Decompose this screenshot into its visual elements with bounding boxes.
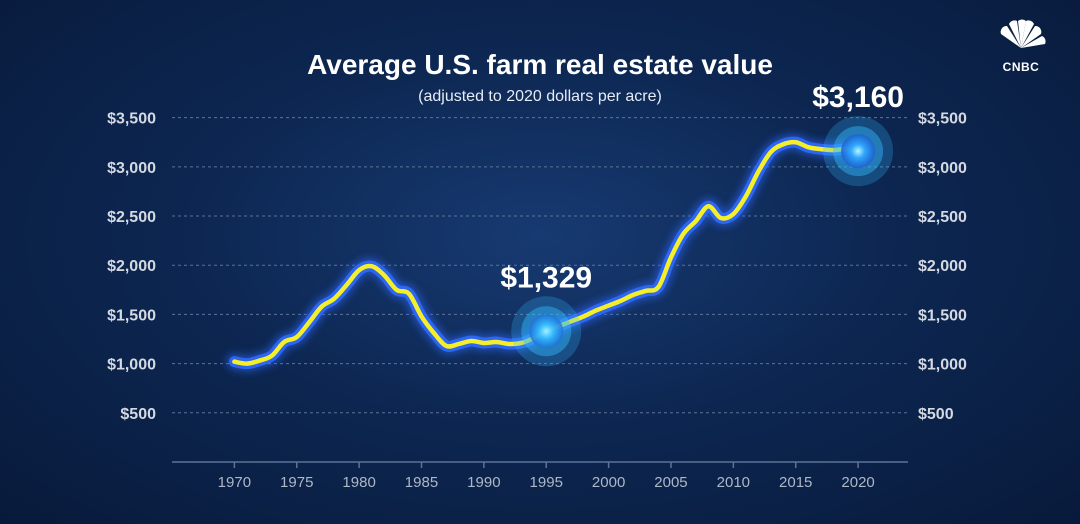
x-tick-label: 1990	[467, 474, 500, 491]
chart-title: Average U.S. farm real estate value	[307, 49, 773, 80]
y-tick-label-right: $3,000	[918, 160, 967, 177]
axes: $500 $500 $1,000 $1,000 $1,500 $1,500 $2,000 $2…	[107, 111, 967, 491]
y-tick-label-right: $2,500	[918, 209, 967, 226]
y-tick-label-right: $1,000	[918, 357, 967, 374]
x-tick-label: 2015	[779, 474, 812, 491]
y-tick-label-left: $3,000	[107, 160, 156, 177]
x-tick-label: 1995	[530, 474, 563, 491]
y-tick-label-right: $1,500	[918, 307, 967, 324]
y-tick-label-right: $2,000	[918, 258, 967, 275]
data-label-callout: $3,160	[812, 81, 904, 114]
x-tick-label: 2000	[592, 474, 625, 491]
y-tick-label-left: $3,500	[107, 111, 156, 128]
y-tick-label-left: $2,500	[107, 209, 156, 226]
data-label-callout: $1,329	[500, 261, 592, 294]
y-tick-label-left: $500	[120, 406, 156, 423]
x-tick-label: 2020	[841, 474, 874, 491]
highlight-dot	[841, 134, 876, 169]
y-tick-label-right: $3,500	[918, 111, 967, 128]
peacock-icon	[1000, 19, 1046, 48]
y-tick-label-left: $2,000	[107, 258, 156, 275]
gridlines	[172, 117, 908, 414]
x-tick-label: 1985	[405, 474, 438, 491]
x-tick-label: 2005	[654, 474, 687, 491]
brand-logo-text: CNBC	[1003, 60, 1040, 74]
chart-subtitle: (adjusted to 2020 dollars per acre)	[418, 88, 662, 105]
x-tick-label: 1970	[218, 474, 251, 491]
x-tick-label: 1975	[280, 474, 313, 491]
x-tick-label: 1980	[342, 474, 375, 491]
y-tick-label-left: $1,500	[107, 307, 156, 324]
y-tick-label-left: $1,000	[107, 357, 156, 374]
annotations: $1,329 $3,160	[500, 81, 904, 367]
x-tick-label: 2010	[717, 474, 750, 491]
y-tick-label-right: $500	[918, 406, 954, 423]
highlight-dot	[529, 314, 564, 349]
